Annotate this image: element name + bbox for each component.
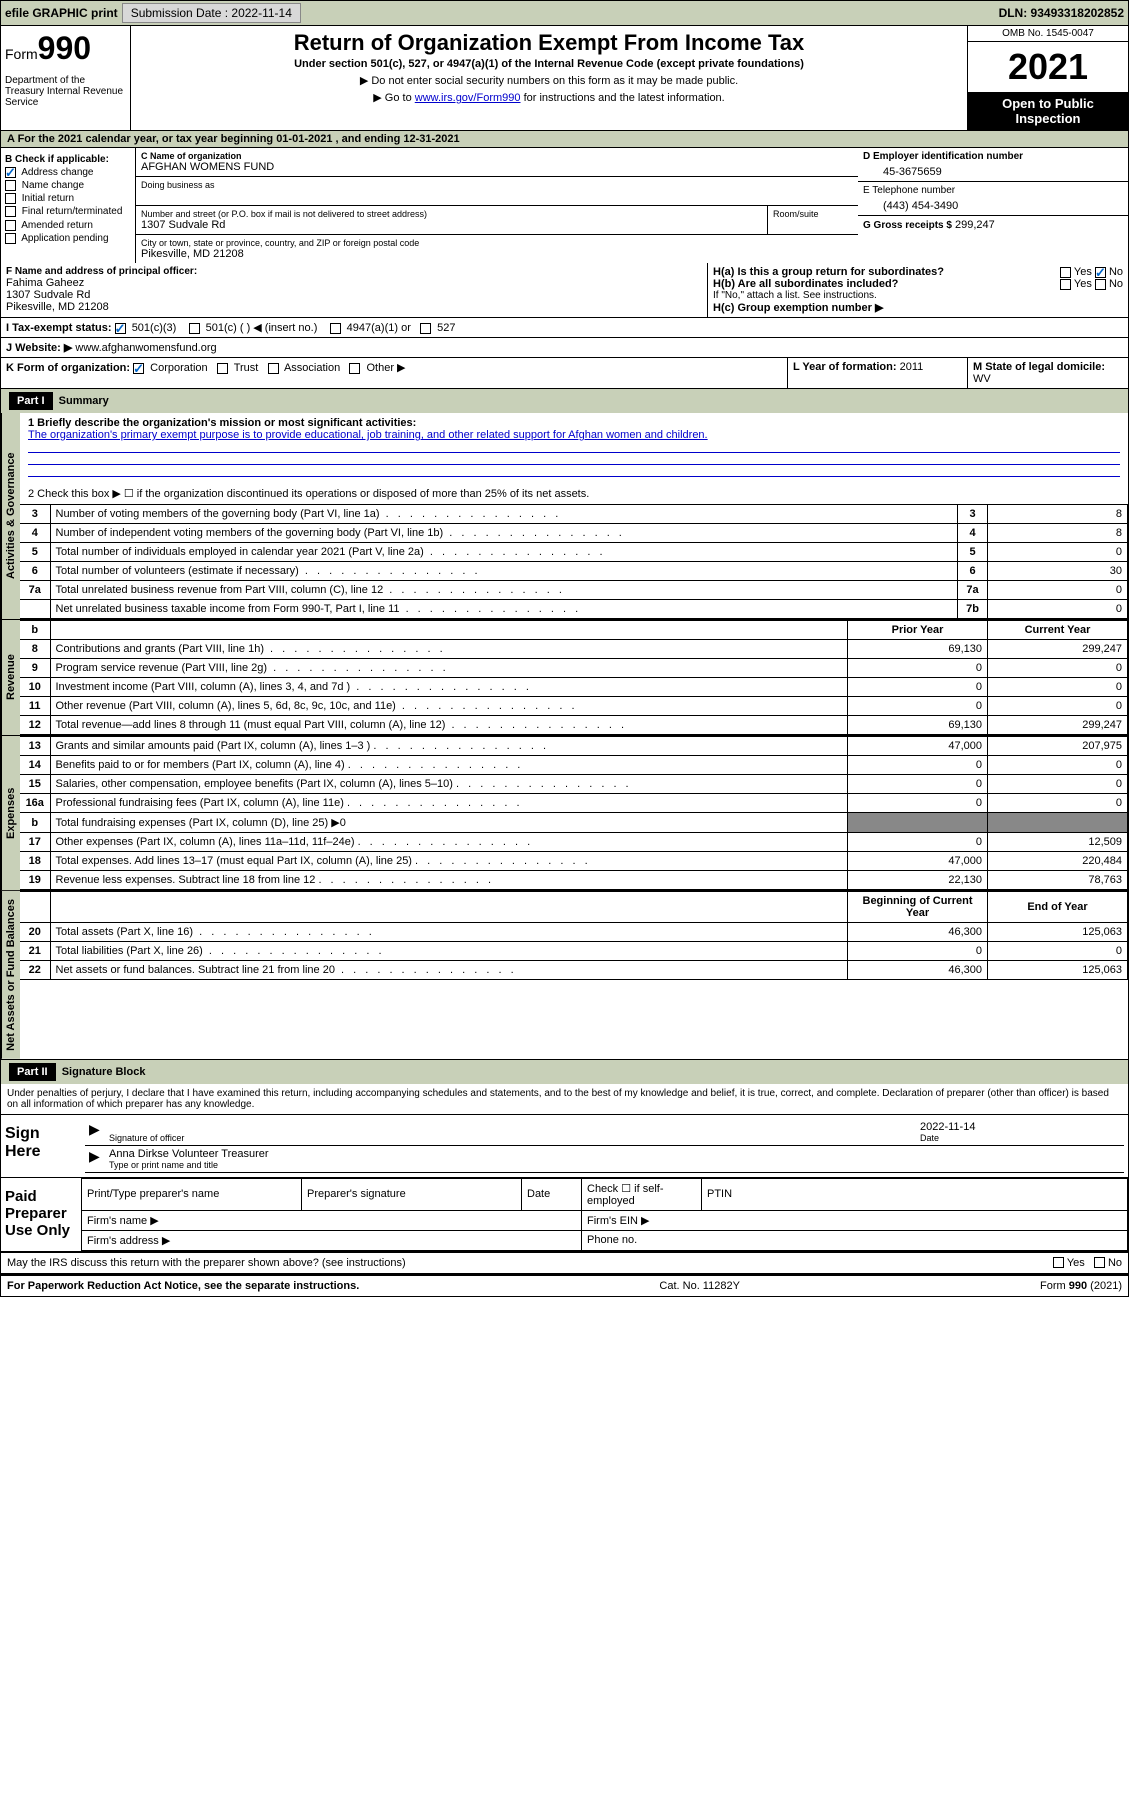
form-title: Return of Organization Exempt From Incom…: [135, 30, 963, 56]
instruction-1: ▶ Do not enter social security numbers o…: [135, 74, 963, 87]
mission-text: The organization's primary exempt purpos…: [28, 429, 1120, 441]
part1-header: Part I Summary: [1, 389, 1128, 413]
perjury-text: Under penalties of perjury, I declare th…: [1, 1084, 1128, 1114]
501c3-checkbox[interactable]: [115, 323, 126, 334]
department: Department of the Treasury Internal Reve…: [5, 75, 126, 108]
dln: DLN: 93493318202852: [999, 6, 1124, 20]
open-inspection: Open to Public Inspection: [968, 92, 1128, 130]
expenses-label: Expenses: [1, 736, 20, 890]
hb-no-checkbox[interactable]: [1095, 279, 1106, 290]
org-name: AFGHAN WOMENS FUND: [141, 161, 853, 173]
expenses-table: 13Grants and similar amounts paid (Part …: [20, 736, 1128, 890]
discuss-yes-checkbox[interactable]: [1053, 1257, 1064, 1268]
entity-info: B Check if applicable: Address change Na…: [1, 148, 1128, 263]
part2-header: Part II Signature Block: [1, 1060, 1128, 1084]
box-i: I Tax-exempt status: 501(c)(3) 501(c) ( …: [1, 318, 1128, 338]
submission-date[interactable]: Submission Date : 2022-11-14: [122, 3, 301, 23]
form-container: efile GRAPHIC print Submission Date : 20…: [0, 0, 1129, 1297]
phone: (443) 454-3490: [863, 196, 1123, 212]
sign-here-label: Sign Here: [1, 1115, 81, 1177]
ha-yes-checkbox[interactable]: [1060, 267, 1071, 278]
revenue-label: Revenue: [1, 620, 20, 735]
box-j: J Website: ▶ www.afghanwomensfund.org: [1, 338, 1128, 358]
topbar: efile GRAPHIC print Submission Date : 20…: [1, 1, 1128, 26]
website: www.afghanwomensfund.org: [75, 342, 216, 354]
form-header: Form990 Department of the Treasury Inter…: [1, 26, 1128, 131]
box-klm: K Form of organization: Corporation Trus…: [1, 358, 1128, 389]
org-city: Pikesville, MD 21208: [141, 248, 853, 260]
checkbox[interactable]: [5, 167, 16, 178]
efile-label: efile GRAPHIC print: [5, 6, 118, 20]
form-number: Form990: [5, 30, 126, 67]
checkbox[interactable]: [5, 206, 16, 217]
section-a: A For the 2021 calendar year, or tax yea…: [1, 131, 1128, 148]
omb-number: OMB No. 1545-0047: [968, 26, 1128, 42]
hb-yes-checkbox[interactable]: [1060, 279, 1071, 290]
irs-link[interactable]: www.irs.gov/Form990: [415, 92, 521, 104]
form-subtitle: Under section 501(c), 527, or 4947(a)(1)…: [135, 58, 963, 70]
paid-preparer-label: Paid Preparer Use Only: [1, 1178, 81, 1251]
arrow-icon: ▶: [89, 1148, 109, 1170]
page-footer: For Paperwork Reduction Act Notice, see …: [1, 1275, 1128, 1296]
arrow-icon: ▶: [89, 1121, 109, 1143]
box-b: B Check if applicable: Address change Na…: [1, 148, 136, 263]
governance-table: 3Number of voting members of the governi…: [20, 504, 1128, 619]
org-address: 1307 Sudvale Rd: [141, 219, 762, 231]
ein: 45-3675659: [863, 162, 1123, 178]
checkbox[interactable]: [5, 180, 16, 191]
netassets-label: Net Assets or Fund Balances: [1, 891, 20, 1059]
ha-no-checkbox[interactable]: [1095, 267, 1106, 278]
discuss-no-checkbox[interactable]: [1094, 1257, 1105, 1268]
revenue-table: bPrior YearCurrent Year8Contributions an…: [20, 620, 1128, 735]
gross-receipts: 299,247: [955, 219, 995, 231]
box-f-h: F Name and address of principal officer:…: [1, 263, 1128, 318]
checkbox[interactable]: [5, 220, 16, 231]
governance-label: Activities & Governance: [1, 413, 20, 619]
checkbox[interactable]: [5, 193, 16, 204]
tax-year: 2021: [968, 42, 1128, 92]
netassets-table: Beginning of Current YearEnd of Year20To…: [20, 891, 1128, 980]
instruction-2: ▶ Go to www.irs.gov/Form990 for instruct…: [135, 91, 963, 104]
checkbox[interactable]: [5, 233, 16, 244]
